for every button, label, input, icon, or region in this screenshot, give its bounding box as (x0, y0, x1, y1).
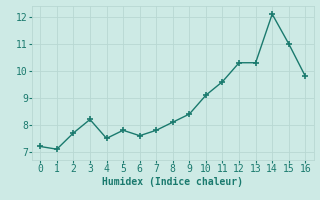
X-axis label: Humidex (Indice chaleur): Humidex (Indice chaleur) (102, 177, 243, 187)
